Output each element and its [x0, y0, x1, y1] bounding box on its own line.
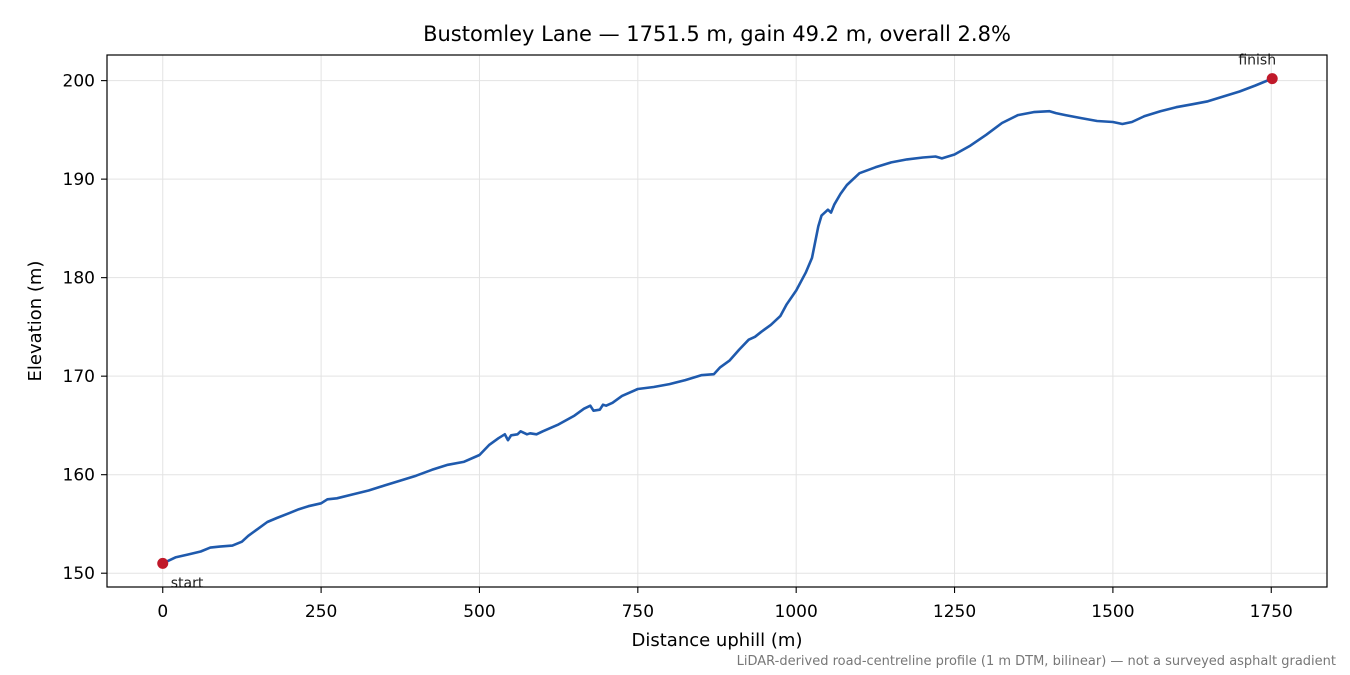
x-tick-label: 1500 [1091, 602, 1134, 622]
footnote: LiDAR-derived road-centreline profile (1… [737, 654, 1336, 669]
y-tick-label: 190 [63, 170, 95, 190]
y-tick-label: 180 [63, 269, 95, 289]
y-axis-label: Elevation (m) [25, 261, 46, 382]
axis-ticks: 0 250 500 750 1000 1250 1500 1750 150 160 170 180 19… [63, 72, 1293, 622]
x-tick-label: 500 [463, 602, 495, 622]
x-tick-label: 1750 [1250, 602, 1293, 622]
x-tick-label: 250 [305, 602, 337, 622]
y-tick-label: 150 [63, 564, 95, 584]
series-layer [161, 77, 1274, 565]
grid [107, 55, 1327, 587]
x-tick-label: 1000 [775, 602, 818, 622]
y-tick-label: 170 [63, 367, 95, 387]
y-tick-label: 160 [63, 466, 95, 486]
start-label: start [171, 575, 204, 591]
elevation-line [161, 77, 1274, 565]
x-tick-label: 750 [622, 602, 654, 622]
finish-label: finish [1238, 53, 1276, 69]
x-tick-label: 0 [157, 602, 168, 622]
x-tick-label: 1250 [933, 602, 976, 622]
chart-title: Bustomley Lane — 1751.5 m, gain 49.2 m, … [423, 22, 1011, 46]
finish-marker [1266, 73, 1278, 85]
y-tick-label: 200 [63, 72, 95, 92]
x-axis-label: Distance uphill (m) [632, 630, 803, 651]
start-marker [157, 557, 169, 569]
plot-area-frame [106, 54, 1328, 588]
